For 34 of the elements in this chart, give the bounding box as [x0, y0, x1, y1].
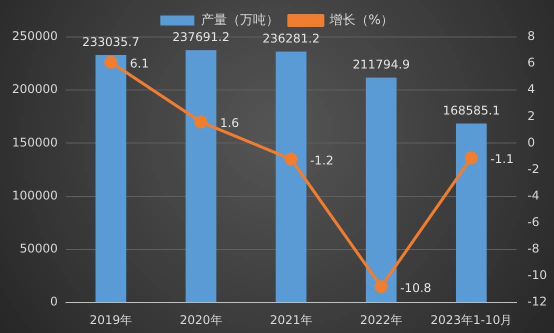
data-label: 233035.7 [82, 35, 140, 50]
y-tick-label: 50000 [20, 242, 58, 256]
x-tick-label: 2022年 [360, 312, 402, 327]
y2-tick-label: -4 [527, 188, 540, 202]
y-tick-label: 200000 [12, 82, 58, 96]
x-tick-label: 2021年 [270, 312, 312, 327]
y-tick-label: 0 [50, 294, 58, 309]
data-label: 1.6 [220, 116, 240, 130]
y2-tick-label: -8 [527, 242, 540, 256]
y-tick-label: 100000 [12, 188, 58, 202]
y2-tick-label: 4 [527, 82, 536, 96]
data-label: -10.8 [400, 280, 432, 295]
y2-tick-label: -12 [527, 294, 548, 309]
y2-tick-label: 2 [527, 108, 536, 123]
y2-tick-label: -6 [527, 215, 540, 230]
y-tick-label: 150000 [12, 135, 58, 150]
x-tick-label: 2020年 [180, 312, 222, 327]
x-tick-label: 2023年1-10月 [430, 312, 512, 327]
data-label: 237691.2 [172, 30, 230, 44]
x-tick-label: 2019年 [90, 312, 132, 327]
data-label: 211794.9 [352, 58, 410, 72]
legend-label: 产量（万吨） [200, 12, 279, 28]
y-tick-label: 250000 [12, 29, 58, 44]
data-label: -1.1 [490, 152, 514, 166]
y2-tick-label: -2 [527, 162, 540, 176]
y2-tick-label: 8 [527, 29, 536, 44]
data-label: 236281.2 [262, 32, 320, 46]
y2-tick-label: 6 [527, 56, 536, 70]
legend-label: 增长（%） [328, 12, 394, 28]
y2-tick-label: 0 [527, 135, 536, 150]
y2-tick-label: -10 [527, 268, 548, 282]
data-label: -1.2 [310, 153, 334, 168]
data-label: 168585.1 [442, 104, 500, 118]
data-label: 6.1 [130, 56, 149, 70]
